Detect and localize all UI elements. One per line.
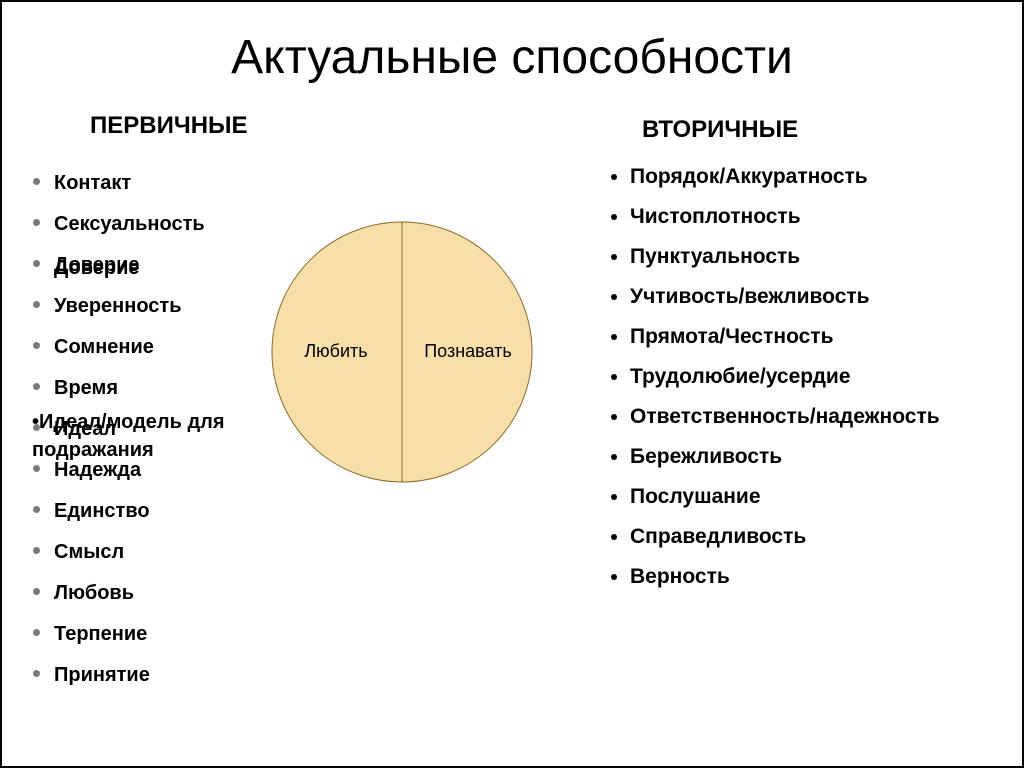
list-item: Ответственность/надежность [630, 402, 1024, 432]
list-item: Верность [630, 562, 1024, 592]
list-item: Контакт [54, 162, 314, 203]
slide-frame: Актуальные способности ПЕРВИЧНЫЕ ВТОРИЧН… [0, 0, 1024, 768]
list-item: Бережливость [630, 442, 1024, 472]
list-item: Любовь [54, 572, 314, 613]
right-header-text: ВТОРИЧНЫЕ [642, 116, 798, 143]
overlay-ideal-model-text: •Идеал/модель для подражания [32, 411, 225, 461]
page-title: Актуальные способности [2, 30, 1022, 85]
list-item: Послушание [630, 482, 1024, 512]
list-item: Справедливость [630, 522, 1024, 552]
list-item: Прямота/Честность [630, 322, 1024, 352]
list-item: Единство [54, 490, 314, 531]
list-item: Уверенность [54, 285, 314, 326]
list-item: Принятие [54, 654, 314, 695]
list-item: Сексуальность [54, 203, 314, 244]
list-item: Пунктуальность [630, 242, 1024, 272]
overlay-ideal-model: •Идеал/модель для подражания [32, 408, 242, 464]
list-item: Чистоплотность [630, 202, 1024, 232]
list-item: Учтивость/вежливость [630, 282, 1024, 312]
secondary-list: Порядок/Аккуратность Чистоплотность Пункту… [600, 162, 1024, 602]
title-text: Актуальные способности [231, 31, 793, 84]
circle-label-right: Познавать [402, 341, 534, 362]
list-item: Время [54, 367, 314, 408]
list-item: Терпение [54, 613, 314, 654]
list-item: Порядок/Аккуратность [630, 162, 1024, 192]
left-header-text: ПЕРВИЧНЫЕ [90, 112, 248, 139]
list-item: Сомнение [54, 326, 314, 367]
overlay-doverie-text: Доверие [54, 257, 140, 279]
list-item: Смысл [54, 531, 314, 572]
left-section-header: ПЕРВИЧНЫЕ [90, 112, 248, 140]
list-item: Трудолюбие/усердие [630, 362, 1024, 392]
circle-right-text: Познавать [424, 341, 512, 361]
overlay-doverie: Доверие [54, 257, 140, 280]
right-section-header: ВТОРИЧНЫЕ [642, 116, 798, 144]
